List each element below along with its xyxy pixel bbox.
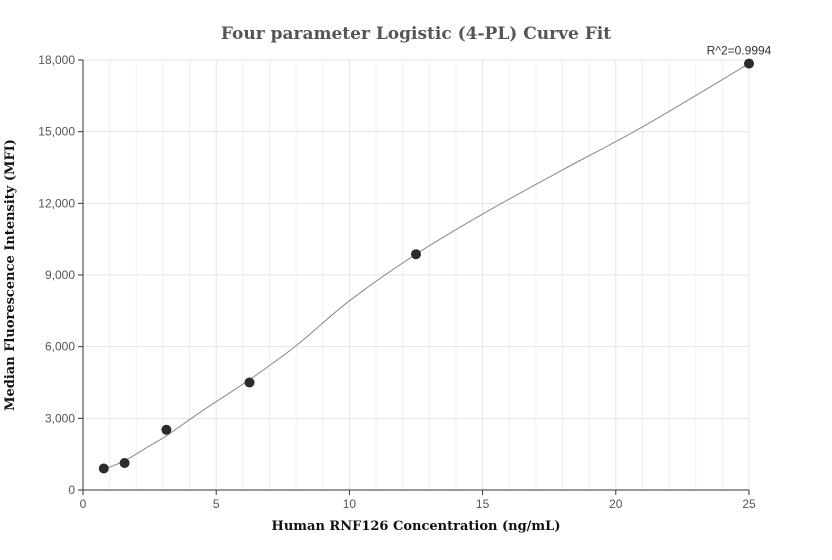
chart-grid [82,59,750,491]
x-tick-label: 5 [213,497,220,511]
y-tick-label: 0 [68,483,75,497]
data-points [98,58,754,474]
y-tick-label: 12,000 [38,196,75,210]
fit-curve-line [103,63,750,470]
data-point [744,58,754,69]
y-tick-label: 3,000 [45,411,75,425]
data-point [411,249,421,260]
y-axis-label: Median Fluorescence Intensity (MFI) [3,139,18,411]
r-squared-annotation: R^2=0.9994 [707,44,772,58]
data-point [98,463,109,474]
y-tick-label: 15,000 [38,125,75,139]
x-tick-label: 20 [609,497,623,511]
y-tick-label: 9,000 [45,268,75,282]
y-tick-label: 6,000 [45,340,75,354]
data-point [161,424,172,435]
chart-title: Four parameter Logistic (4-PL) Curve Fit [221,24,611,44]
data-point [244,377,255,388]
y-axis-ticks: 0 3,000 6,000 9,000 12,000 15,000 18,000 [38,53,83,497]
y-tick-label: 18,000 [38,53,75,67]
data-point [119,458,130,469]
x-tick-label: 10 [343,497,357,511]
x-tick-label: 0 [80,497,87,511]
x-tick-label: 15 [476,497,490,511]
x-tick-label: 25 [742,497,756,511]
x-axis-ticks: 0 5 10 15 20 25 [80,490,756,511]
x-axis-label: Human RNF126 Concentration (ng/mL) [272,519,561,534]
